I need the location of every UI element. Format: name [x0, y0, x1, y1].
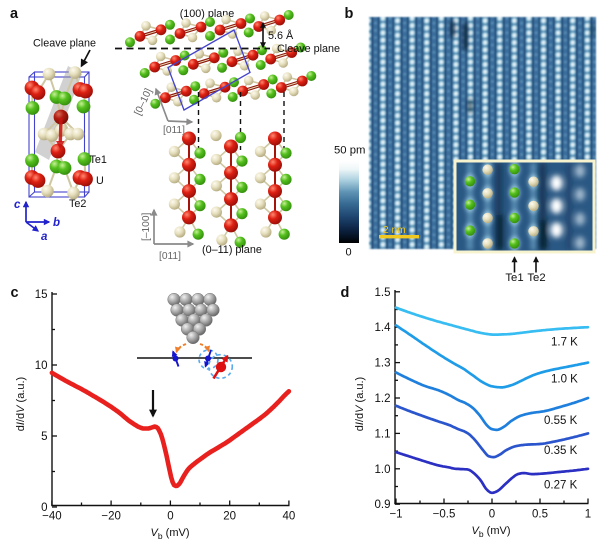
svg-text:(100) plane: (100) plane	[180, 8, 235, 20]
svg-text:0: 0	[167, 511, 173, 523]
svg-text:dI/dV (a.u.): dI/dV (a.u.)	[354, 377, 366, 431]
svg-text:−20: −20	[101, 511, 121, 523]
svg-text:1.4: 1.4	[375, 322, 392, 334]
svg-text:c: c	[14, 199, 21, 211]
svg-text:5.6 Å: 5.6 Å	[268, 29, 294, 42]
svg-text:Te1: Te1	[90, 154, 107, 166]
svg-text:−40: −40	[42, 511, 62, 523]
svg-text:0: 0	[346, 247, 352, 259]
svg-text:50 pm: 50 pm	[334, 145, 365, 157]
svg-text:1.0: 1.0	[375, 464, 391, 476]
svg-text:Vb (mV): Vb (mV)	[151, 527, 190, 541]
svg-text:[011]: [011]	[159, 251, 181, 262]
svg-text:0.5: 0.5	[532, 509, 548, 521]
svg-text:1: 1	[585, 509, 591, 521]
svg-text:2 nm: 2 nm	[383, 225, 406, 236]
svg-text:1.3: 1.3	[375, 358, 391, 370]
svg-text:40: 40	[283, 511, 296, 523]
svg-text:a: a	[41, 231, 48, 243]
svg-text:1.1: 1.1	[375, 428, 391, 440]
svg-text:Te2: Te2	[527, 272, 545, 284]
svg-text:0: 0	[489, 509, 495, 521]
svg-text:U: U	[96, 175, 104, 187]
svg-text:c: c	[11, 285, 19, 301]
svg-text:0.55 K: 0.55 K	[544, 415, 578, 427]
svg-text:−0.5: −0.5	[433, 509, 456, 521]
svg-text:1.2: 1.2	[375, 393, 391, 405]
svg-text:10: 10	[35, 360, 48, 372]
svg-text:[011]: [011]	[163, 125, 185, 136]
svg-text:1.0 K: 1.0 K	[551, 374, 578, 386]
svg-text:15: 15	[35, 289, 48, 301]
svg-text:5: 5	[41, 431, 47, 443]
svg-text:a: a	[10, 6, 19, 22]
svg-text:Cleave plane: Cleave plane	[33, 38, 96, 50]
svg-text:Cleave plane: Cleave plane	[277, 43, 340, 55]
svg-text:0.27 K: 0.27 K	[544, 480, 578, 492]
svg-text:1.7 K: 1.7 K	[551, 337, 578, 349]
svg-text:−1: −1	[389, 509, 402, 521]
svg-text:b: b	[53, 217, 60, 229]
svg-text:(0–11) plane: (0–11) plane	[202, 244, 262, 256]
svg-text:Vb (mV): Vb (mV)	[472, 525, 511, 539]
svg-text:1.5: 1.5	[375, 287, 391, 299]
svg-text:0: 0	[41, 502, 47, 514]
svg-text:20: 20	[223, 511, 236, 523]
svg-text:0.35 K: 0.35 K	[544, 445, 578, 457]
svg-text:0.9: 0.9	[375, 499, 391, 511]
svg-text:[–100]: [–100]	[141, 213, 152, 241]
svg-text:dI/dV (a.u.): dI/dV (a.u.)	[15, 377, 27, 431]
svg-text:Te2: Te2	[69, 198, 86, 210]
svg-text:d: d	[341, 285, 350, 301]
svg-text:Te1: Te1	[505, 272, 523, 284]
svg-text:b: b	[345, 6, 354, 22]
